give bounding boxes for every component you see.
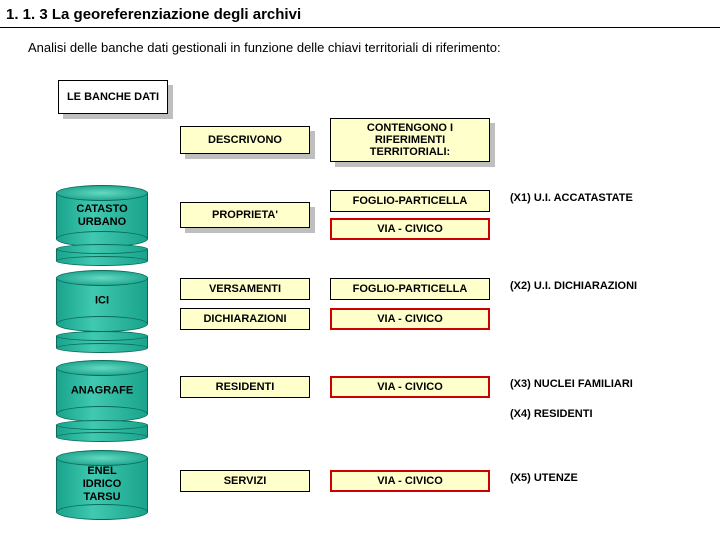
- descrivono-box-4: SERVIZI: [180, 470, 310, 492]
- output-label-2: (X3) NUCLEI FAMILIARI: [510, 378, 633, 390]
- diagram-canvas: LE BANCHE DATI DESCRIVONO CONTENGONO I RIF…: [10, 80, 712, 532]
- descrivono-box-2: DICHIARAZIONI: [180, 308, 310, 330]
- header-banche: LE BANCHE DATI: [58, 80, 168, 114]
- descrivono-box-0-label: PROPRIETA': [180, 202, 310, 228]
- cylinder-1: ICI: [56, 270, 148, 332]
- output-label-0: (X1) U.I. ACCATASTATE: [510, 192, 633, 204]
- cylinder-0: CATASTOURBANO: [56, 185, 148, 247]
- cylinder-2: ANAGRAFE: [56, 360, 148, 422]
- cylinder-0-label: CATASTOURBANO: [76, 203, 127, 229]
- section-subheading: Analisi delle banche dati gestionali in …: [0, 28, 720, 55]
- header-descrivono-label: DESCRIVONO: [180, 126, 310, 154]
- header-descrivono: DESCRIVONO: [180, 126, 310, 154]
- descrivono-box-3: RESIDENTI: [180, 376, 310, 398]
- output-label-3: (X4) RESIDENTI: [510, 408, 593, 420]
- cylinder-connector: [56, 335, 148, 349]
- header-contengono: CONTENGONO I RIFERIMENTI TERRITORIALI:: [330, 118, 490, 162]
- territoriali-box-4: VIA - CIVICO: [330, 376, 490, 398]
- section-heading: 1. 1. 3 La georeferenziazione degli arch…: [0, 0, 720, 28]
- territoriali-box-3: VIA - CIVICO: [330, 308, 490, 330]
- output-label-4: (X5) UTENZE: [510, 472, 578, 484]
- cylinder-2-label: ANAGRAFE: [71, 384, 133, 397]
- cylinder-3: ENELIDRICOTARSU: [56, 450, 148, 520]
- cylinder-connector: [56, 248, 148, 262]
- cylinder-3-label: ENELIDRICOTARSU: [83, 465, 122, 505]
- territoriali-box-0: FOGLIO-PARTICELLA: [330, 190, 490, 212]
- header-banche-label: LE BANCHE DATI: [58, 80, 168, 114]
- descrivono-box-1: VERSAMENTI: [180, 278, 310, 300]
- header-contengono-label: CONTENGONO I RIFERIMENTI TERRITORIALI:: [330, 118, 490, 162]
- territoriali-box-5: VIA - CIVICO: [330, 470, 490, 492]
- output-label-1: (X2) U.I. DICHIARAZIONI: [510, 280, 637, 292]
- descrivono-box-0: PROPRIETA': [180, 202, 310, 228]
- territoriali-box-2: FOGLIO-PARTICELLA: [330, 278, 490, 300]
- cylinder-1-label: ICI: [95, 294, 109, 307]
- territoriali-box-1: VIA - CIVICO: [330, 218, 490, 240]
- cylinder-connector: [56, 424, 148, 438]
